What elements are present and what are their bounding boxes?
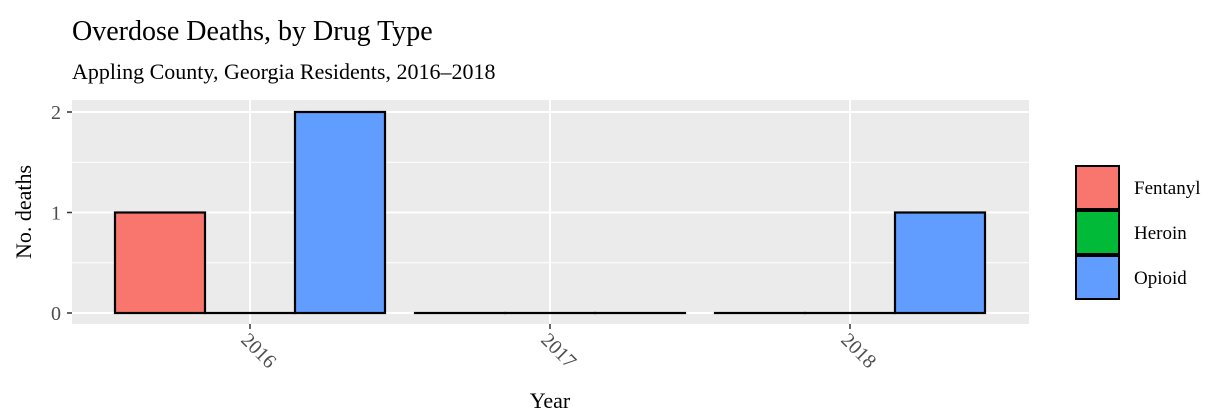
x-axis: 2016 2017 2018 [236, 324, 880, 373]
x-tick-label: 2017 [536, 329, 580, 373]
legend-label: Opioid [1134, 268, 1187, 289]
bar [113, 211, 207, 315]
legend-swatch [1075, 165, 1120, 210]
legend-swatch [1075, 255, 1120, 300]
bars [113, 110, 987, 315]
legend-label: Heroin [1134, 223, 1187, 244]
legend: Fentanyl Heroin Opioid [1075, 165, 1201, 300]
chart-subtitle: Appling County, Georgia Residents, 2016–… [72, 59, 495, 84]
legend-label: Fentanyl [1134, 178, 1201, 199]
y-tick-label: 2 [51, 102, 61, 124]
chart-title: Overdose Deaths, by Drug Type [72, 16, 433, 47]
x-tick-label: 2018 [836, 329, 880, 373]
legend-swatch [1075, 210, 1120, 255]
x-tick-label: 2016 [236, 329, 280, 373]
y-tick-label: 1 [51, 203, 61, 225]
y-axis: 0 1 2 [51, 102, 72, 325]
bar [893, 211, 987, 315]
y-axis-label: No. deaths [11, 165, 36, 259]
y-tick-label: 0 [51, 303, 61, 325]
bar [293, 110, 387, 315]
x-axis-label: Year [530, 388, 571, 413]
